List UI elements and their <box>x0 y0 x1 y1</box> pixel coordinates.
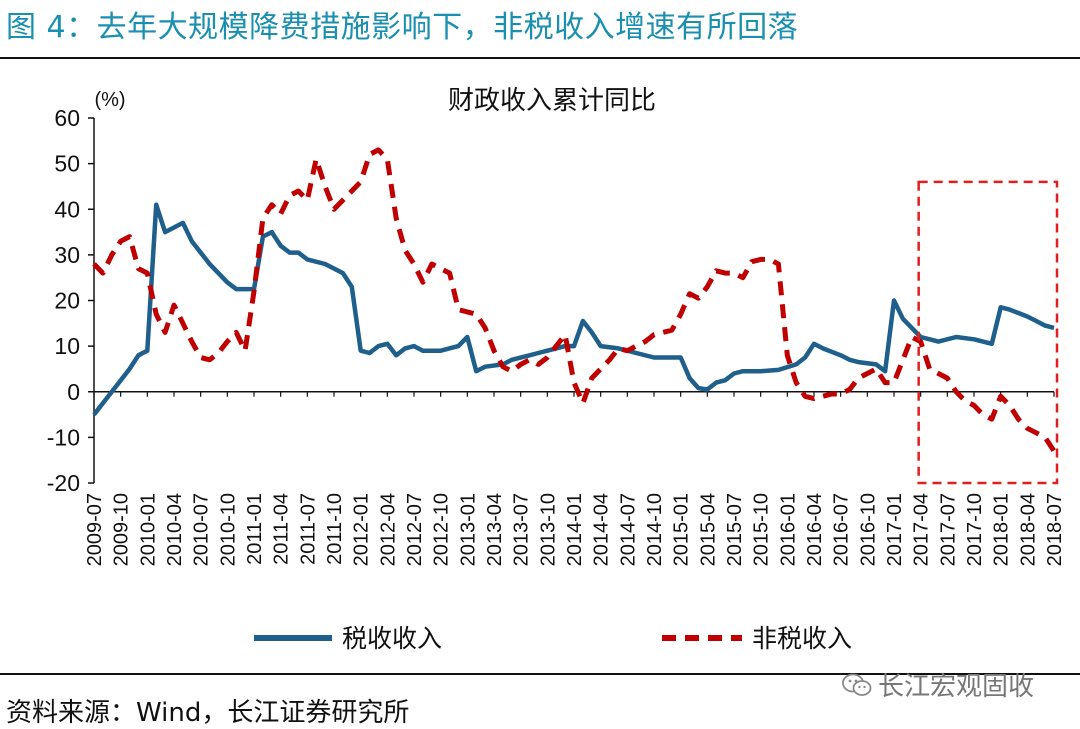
x-axis: 2009-07 2009-10 2010-01 2010-04 2010-07 2010-… <box>84 391 1066 566</box>
x-tick-label: 2012-01 <box>351 493 373 566</box>
x-tick-label: 2018-07 <box>1044 493 1066 566</box>
y-tick-label: -20 <box>47 470 80 496</box>
x-tick-label: 2016-10 <box>857 493 879 566</box>
x-tick-label: 2015-10 <box>751 493 773 566</box>
x-tick-label: 2012-07 <box>404 493 426 566</box>
x-tick-label: 2010-01 <box>137 493 159 566</box>
series-layer <box>92 147 1057 453</box>
watermark: 长江宏观固收 <box>842 666 1034 703</box>
y-axis: -20 -10 0 10 20 30 40 50 60 <box>47 105 95 496</box>
top-rule <box>0 57 1080 59</box>
legend: 税收收入 非税收入 <box>254 625 852 653</box>
x-tick-label: 2012-10 <box>431 493 453 566</box>
chart-title: 财政收入累计同比 <box>448 85 656 115</box>
series-line-nontax <box>92 147 1057 453</box>
x-tick-label: 2017-07 <box>937 493 959 566</box>
series-line-tax <box>92 202 1055 416</box>
x-tick-label: 2014-04 <box>591 493 613 566</box>
x-tick-label: 2011-07 <box>297 493 319 565</box>
y-tick-label: 20 <box>54 288 80 314</box>
x-tick-label: 2014-10 <box>644 493 666 566</box>
wechat-icon <box>842 673 872 696</box>
x-tick-label: 2018-04 <box>1017 493 1039 566</box>
y-axis-unit: (%) <box>94 89 125 111</box>
x-tick-label: 2011-10 <box>324 493 346 565</box>
watermark-text: 长江宏观固收 <box>878 672 1035 702</box>
x-tick-label: 2016-07 <box>831 493 853 566</box>
x-tick-label: 2018-01 <box>991 493 1013 566</box>
bottom-rule <box>0 673 1080 675</box>
x-tick-label: 2017-01 <box>884 493 906 566</box>
y-tick-label: 10 <box>54 333 80 359</box>
x-tick-label: 2010-10 <box>217 493 239 566</box>
x-tick-label: 2017-04 <box>911 493 933 566</box>
x-tick-label: 2016-04 <box>804 493 826 566</box>
legend-label-tax: 税收收入 <box>342 625 442 653</box>
x-tick-label: 2010-07 <box>191 493 213 566</box>
chart: 财政收入累计同比 (%) -20 -10 0 10 20 30 40 50 60 2009-07… <box>47 85 1066 653</box>
x-tick-label: 2017-10 <box>964 493 986 566</box>
y-tick-label: 50 <box>54 151 80 177</box>
y-tick-label: 40 <box>54 196 80 222</box>
figure-title: 图 4：去年大规模降费措施影响下，非税收入增速有所回落 <box>6 10 799 45</box>
y-tick-label: -10 <box>47 424 80 450</box>
source-note: 资料来源：Wind，长江证券研究所 <box>6 698 410 728</box>
x-tick-label: 2015-04 <box>697 493 719 566</box>
legend-label-nontax: 非税收入 <box>752 625 852 653</box>
x-tick-label: 2009-07 <box>84 493 106 566</box>
x-tick-label: 2010-04 <box>164 493 186 566</box>
x-tick-label: 2013-01 <box>457 493 479 566</box>
x-tick-label: 2009-10 <box>111 493 133 566</box>
x-tick-label: 2012-04 <box>377 493 399 566</box>
x-tick-label: 2013-07 <box>511 493 533 566</box>
x-tick-label: 2015-01 <box>671 493 693 566</box>
highlight-box <box>917 180 1059 485</box>
x-tick-label: 2013-10 <box>537 493 559 566</box>
x-tick-label: 2011-04 <box>271 493 293 565</box>
x-tick-label: 2014-01 <box>564 493 586 566</box>
x-tick-label: 2011-01 <box>244 493 266 565</box>
x-tick-label: 2016-01 <box>777 493 799 566</box>
x-tick-label: 2013-04 <box>484 493 506 566</box>
y-tick-label: 60 <box>54 105 80 131</box>
y-tick-label: 0 <box>67 379 80 405</box>
x-tick-label: 2015-07 <box>724 493 746 566</box>
y-tick-label: 30 <box>54 242 80 268</box>
x-tick-label: 2014-07 <box>617 493 639 566</box>
